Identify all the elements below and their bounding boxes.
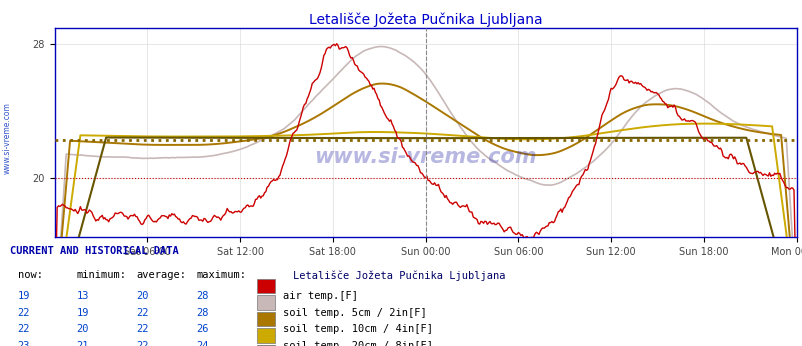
Text: minimum:: minimum: <box>76 270 126 280</box>
Text: 28: 28 <box>196 291 209 301</box>
Text: 23: 23 <box>18 341 30 346</box>
Text: maximum:: maximum: <box>196 270 246 280</box>
Text: soil temp. 10cm / 4in[F]: soil temp. 10cm / 4in[F] <box>282 324 432 334</box>
Text: 20: 20 <box>136 291 149 301</box>
Text: 22: 22 <box>136 308 149 318</box>
FancyBboxPatch shape <box>257 312 274 326</box>
Text: CURRENT AND HISTORICAL DATA: CURRENT AND HISTORICAL DATA <box>10 246 178 256</box>
Text: average:: average: <box>136 270 186 280</box>
Text: 22: 22 <box>18 308 30 318</box>
FancyBboxPatch shape <box>257 345 274 346</box>
Text: www.si-vreme.com: www.si-vreme.com <box>2 102 11 174</box>
Text: 22: 22 <box>136 324 149 334</box>
Text: 22: 22 <box>136 341 149 346</box>
Text: www.si-vreme.com: www.si-vreme.com <box>314 147 537 167</box>
Text: air temp.[F]: air temp.[F] <box>282 291 357 301</box>
Text: 19: 19 <box>76 308 89 318</box>
Text: soil temp. 5cm / 2in[F]: soil temp. 5cm / 2in[F] <box>282 308 426 318</box>
Text: 26: 26 <box>196 324 209 334</box>
Text: 19: 19 <box>18 291 30 301</box>
Title: Letališče Jožeta Pučnika Ljubljana: Letališče Jožeta Pučnika Ljubljana <box>309 12 541 27</box>
FancyBboxPatch shape <box>257 328 274 343</box>
Text: 13: 13 <box>76 291 89 301</box>
Text: 24: 24 <box>196 341 209 346</box>
Text: 21: 21 <box>76 341 89 346</box>
FancyBboxPatch shape <box>257 295 274 310</box>
Text: Letališče Jožeta Pučnika Ljubljana: Letališče Jožeta Pučnika Ljubljana <box>293 270 505 281</box>
Text: now:: now: <box>18 270 43 280</box>
Text: 28: 28 <box>196 308 209 318</box>
Text: 22: 22 <box>18 324 30 334</box>
FancyBboxPatch shape <box>257 279 274 293</box>
Text: 20: 20 <box>76 324 89 334</box>
Text: soil temp. 20cm / 8in[F]: soil temp. 20cm / 8in[F] <box>282 341 432 346</box>
